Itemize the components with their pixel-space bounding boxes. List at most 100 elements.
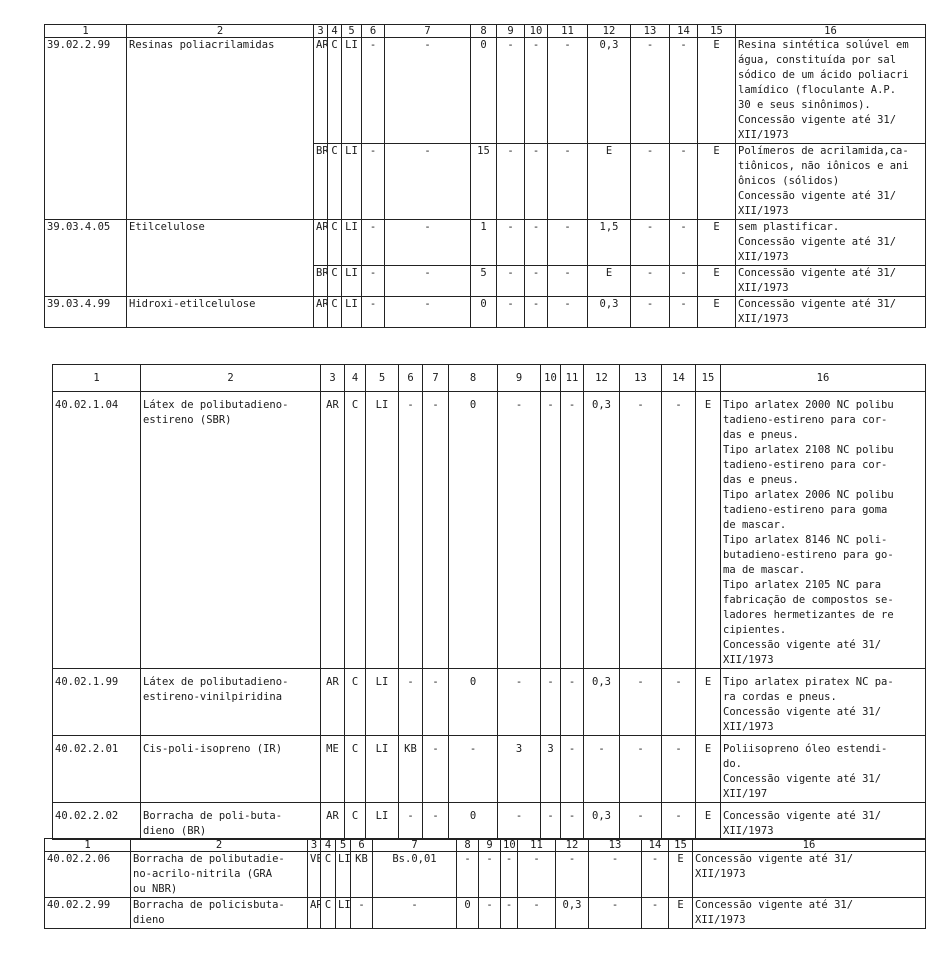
cell-col-13: -: [630, 265, 670, 297]
cell-col-14: -: [669, 219, 698, 266]
cell-col-6: -: [398, 391, 423, 669]
cell-col-5: LI: [341, 265, 362, 297]
table-row: 40.02.1.99 Látex de polibutadieno- estire…: [52, 668, 926, 736]
column-header-6: 6: [398, 364, 423, 392]
remarks-cell: Poliisopreno óleo estendi- do. Concessão…: [720, 735, 926, 803]
cell-col-14: -: [661, 391, 696, 669]
column-header-1: 1: [44, 24, 127, 38]
remarks-cell: Concessão vigente até 31/ XII/1973: [735, 265, 926, 297]
column-header-7: 7: [384, 24, 471, 38]
cell-col-9: -: [496, 37, 525, 144]
cell-col-9: -: [478, 851, 501, 898]
cell-col-7: -: [372, 897, 457, 929]
cell-col-4: C: [320, 851, 336, 898]
column-header-16: 16: [720, 364, 926, 392]
item-description: Etilcelulose: [126, 219, 314, 297]
cell-col-5: LI: [341, 143, 362, 220]
cell-col-5: LI: [341, 219, 362, 266]
cell-col-3: BR: [313, 265, 328, 297]
cell-col-7: -: [384, 265, 471, 297]
column-header-5: 5: [335, 838, 351, 852]
item-code: 40.02.2.01: [52, 735, 141, 803]
column-header-14: 14: [641, 838, 669, 852]
column-header-4: 4: [320, 838, 336, 852]
cell-col-12: -: [555, 851, 589, 898]
cell-col-10: -: [500, 851, 518, 898]
cell-col-8: -: [456, 851, 479, 898]
cell-col-14: -: [641, 851, 669, 898]
column-header-15: 15: [697, 24, 736, 38]
item-description: Látex de polibutadieno- estireno (SBR): [140, 391, 321, 669]
column-header-4: 4: [327, 24, 342, 38]
column-header-6: 6: [350, 838, 373, 852]
cell-col-7: Bs.0,01: [372, 851, 457, 898]
cell-col-4: C: [344, 802, 366, 840]
cell-col-15: E: [697, 296, 736, 328]
cell-col-14: -: [661, 668, 696, 736]
item-description: Borracha de policisbuta- dieno: [130, 897, 308, 929]
cell-col-8: 1: [470, 219, 497, 266]
column-header-2: 2: [140, 364, 321, 392]
remarks-cell: Tipo arlatex piratex NC pa- ra cordas e …: [720, 668, 926, 736]
cell-col-6: -: [361, 219, 385, 266]
cell-col-8: 0: [470, 37, 497, 144]
cell-col-6: KB: [398, 735, 423, 803]
cell-col-7: -: [384, 296, 471, 328]
cell-col-10: -: [524, 37, 548, 144]
cell-col-12: 0,3: [587, 37, 631, 144]
cell-col-12: E: [587, 143, 631, 220]
column-header-13: 13: [619, 364, 662, 392]
cell-col-7: -: [422, 802, 449, 840]
cell-col-4: C: [327, 143, 342, 220]
cell-col-12: 0,3: [587, 296, 631, 328]
cell-col-13: -: [630, 219, 670, 266]
tariff-table-1: 1 2 3 4 5 6 7 8 9 10 11 12 13 14 15 16 39.02.2.99 Resinas…: [44, 24, 926, 328]
cell-col-9: -: [496, 219, 525, 266]
cell-col-15: E: [697, 37, 736, 144]
cell-col-3: AR: [307, 897, 321, 929]
cell-col-8: 0: [456, 897, 479, 929]
cell-col-13: -: [619, 802, 662, 840]
cell-col-15: E: [668, 897, 693, 929]
cell-col-12: 1,5: [587, 219, 631, 266]
cell-col-9: -: [497, 391, 541, 669]
cell-col-6: -: [361, 265, 385, 297]
cell-col-6: -: [361, 37, 385, 144]
cell-col-13: -: [619, 391, 662, 669]
cell-col-14: -: [669, 37, 698, 144]
cell-col-11: -: [560, 668, 584, 736]
cell-col-11: -: [517, 851, 556, 898]
cell-col-3: AR: [320, 391, 345, 669]
cell-col-11: -: [547, 37, 588, 144]
column-header-9: 9: [478, 838, 501, 852]
column-header-4: 4: [344, 364, 366, 392]
column-header-5: 5: [365, 364, 399, 392]
column-header-1: 1: [44, 838, 131, 852]
cell-col-8: 0: [448, 391, 498, 669]
column-header-3: 3: [313, 24, 328, 38]
cell-col-7: -: [384, 143, 471, 220]
cell-col-12: E: [587, 265, 631, 297]
cell-col-11: -: [547, 219, 588, 266]
cell-col-11: -: [547, 265, 588, 297]
cell-col-7: -: [384, 37, 471, 144]
cell-col-10: 3: [540, 735, 561, 803]
cell-col-10: -: [524, 296, 548, 328]
cell-col-6: -: [398, 802, 423, 840]
cell-col-11: -: [547, 296, 588, 328]
cell-col-5: LI: [365, 391, 399, 669]
column-header-3: 3: [307, 838, 321, 852]
cell-col-3: AR: [313, 37, 328, 144]
cell-col-12: 0,3: [583, 668, 620, 736]
column-header-5: 5: [341, 24, 362, 38]
cell-col-4: C: [320, 897, 336, 929]
item-description: Cis-poli-isopreno (IR): [140, 735, 321, 803]
cell-col-9: -: [478, 897, 501, 929]
table-row: 39.02.2.99 Resinas poliacrilamidas AR C LI - -…: [44, 37, 926, 220]
cell-col-15: E: [697, 143, 736, 220]
table-row: 40.02.1.04 Látex de polibutadieno- estire…: [52, 391, 926, 669]
column-header-1: 1: [52, 364, 141, 392]
tariff-table-3: 1 2 3 4 5 6 7 8 9 10 11 12 13 14 15 16 40.02.2.06 Borrach…: [44, 838, 926, 929]
item-code: 40.02.1.99: [52, 668, 141, 736]
cell-col-3: AR: [313, 219, 328, 266]
